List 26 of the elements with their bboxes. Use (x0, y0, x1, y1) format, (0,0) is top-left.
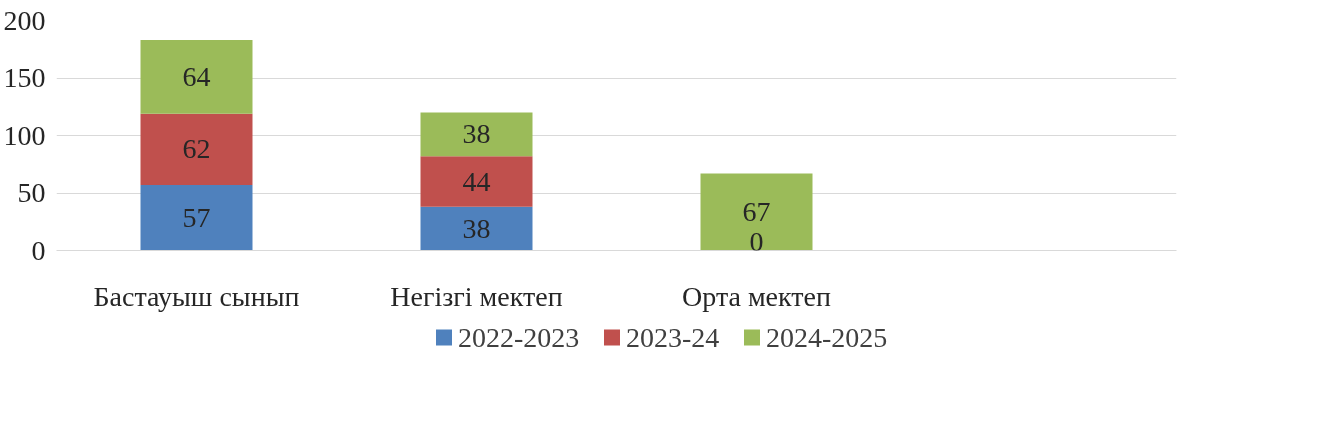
data-label: 62 (182, 133, 211, 165)
x-tick-label: Негізгі мектеп (390, 280, 563, 312)
bar (700, 173, 813, 251)
data-label: 57 (182, 201, 211, 233)
y-tick-label: 150 (3, 62, 46, 93)
bar (420, 112, 533, 157)
y-tick-label: 100 (3, 119, 46, 151)
bar (420, 156, 533, 207)
legend-label: 2022-2023 (458, 321, 580, 353)
data-label: 38 (462, 118, 491, 150)
bar (140, 113, 253, 185)
x-tick-label: Бастауыш сынып (93, 280, 300, 312)
data-label: 0 (749, 225, 764, 257)
y-tick-label: 200 (3, 4, 46, 36)
bar (140, 40, 253, 114)
data-label: 64 (182, 60, 211, 92)
legend-label: 2023-24 (626, 321, 720, 353)
data-label: 44 (462, 165, 491, 197)
bar (420, 206, 533, 251)
data-label: 38 (462, 212, 491, 244)
data-label: 67 (742, 195, 771, 227)
x-tick-label: Орта мектеп (682, 280, 831, 312)
legend-label: 2024-2025 (766, 321, 888, 353)
y-tick-label: 0 (31, 234, 46, 266)
bar (140, 184, 253, 251)
y-tick-label: 50 (17, 177, 46, 208)
